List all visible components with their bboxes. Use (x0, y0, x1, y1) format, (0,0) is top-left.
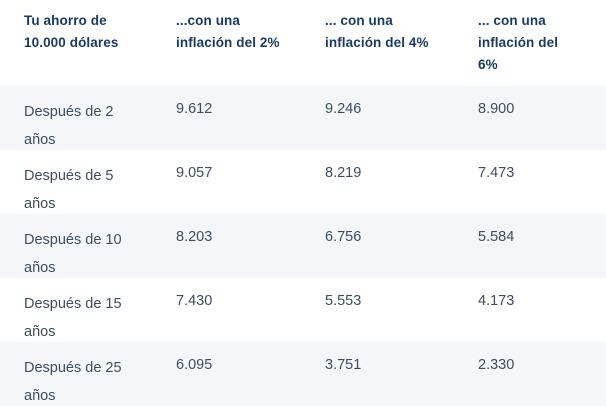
value-6pct: 8.900 (478, 101, 515, 117)
header-cell-inflation-4: ... con una inflación del 4% (325, 10, 478, 86)
value-6pct: 7.473 (478, 165, 515, 181)
table-row-5-years: Después de 5 años 9.057 8.219 7.473 (0, 150, 606, 214)
value-cell-4pct: 3.751 (325, 354, 478, 406)
row-label-cell: Después de 2 años (24, 98, 176, 150)
row-label: Después de 10 años (24, 232, 122, 276)
value-cell-6pct: 4.173 (478, 290, 606, 342)
row-label-cell: Después de 5 años (24, 162, 176, 214)
value-cell-6pct: 8.900 (478, 98, 606, 150)
value-cell-2pct: 8.203 (176, 226, 325, 278)
row-label-cell: Después de 25 años (24, 354, 176, 406)
value-2pct: 8.203 (176, 229, 213, 245)
value-cell-2pct: 9.612 (176, 98, 325, 150)
value-4pct: 6.756 (325, 229, 362, 245)
column-header-inflation-4: ... con una inflación del 4% (325, 13, 429, 50)
value-cell-4pct: 8.219 (325, 162, 478, 214)
row-label: Después de 25 años (24, 360, 122, 404)
column-header-inflation-6: ... con una inflación del 6% (478, 13, 559, 72)
value-cell-6pct: 5.584 (478, 226, 606, 278)
value-cell-4pct: 9.246 (325, 98, 478, 150)
header-cell-savings: Tu ahorro de 10.000 dólares (24, 10, 176, 86)
value-4pct: 9.246 (325, 101, 362, 117)
value-2pct: 9.057 (176, 165, 213, 181)
value-cell-2pct: 6.095 (176, 354, 325, 406)
value-6pct: 5.584 (478, 229, 515, 245)
value-6pct: 4.173 (478, 293, 515, 309)
value-cell-2pct: 7.430 (176, 290, 325, 342)
value-4pct: 5.553 (325, 293, 362, 309)
value-cell-4pct: 6.756 (325, 226, 478, 278)
value-4pct: 8.219 (325, 165, 362, 181)
value-cell-6pct: 7.473 (478, 162, 606, 214)
value-cell-6pct: 2.330 (478, 354, 606, 406)
row-label: Después de 2 años (24, 104, 114, 148)
column-header-savings: Tu ahorro de 10.000 dólares (24, 13, 119, 50)
row-label: Después de 5 años (24, 168, 114, 212)
value-4pct: 3.751 (325, 357, 362, 373)
table-row-15-years: Después de 15 años 7.430 5.553 4.173 (0, 278, 606, 342)
row-label: Después de 15 años (24, 296, 122, 340)
value-cell-4pct: 5.553 (325, 290, 478, 342)
table-row-2-years: Después de 2 años 9.612 9.246 8.900 (0, 86, 606, 150)
table-row-10-years: Después de 10 años 8.203 6.756 5.584 (0, 214, 606, 278)
row-label-cell: Después de 15 años (24, 290, 176, 342)
header-cell-inflation-2: ...con una inflación del 2% (176, 10, 325, 86)
table-row-25-years: Después de 25 años 6.095 3.751 2.330 (0, 342, 606, 406)
value-2pct: 9.612 (176, 101, 213, 117)
value-2pct: 6.095 (176, 357, 213, 373)
column-header-inflation-2: ...con una inflación del 2% (176, 13, 280, 50)
value-2pct: 7.430 (176, 293, 213, 309)
value-cell-2pct: 9.057 (176, 162, 325, 214)
row-label-cell: Después de 10 años (24, 226, 176, 278)
value-6pct: 2.330 (478, 357, 515, 373)
header-cell-inflation-6: ... con una inflación del 6% (478, 10, 606, 86)
table-header-row: Tu ahorro de 10.000 dólares ...con una i… (0, 0, 606, 86)
